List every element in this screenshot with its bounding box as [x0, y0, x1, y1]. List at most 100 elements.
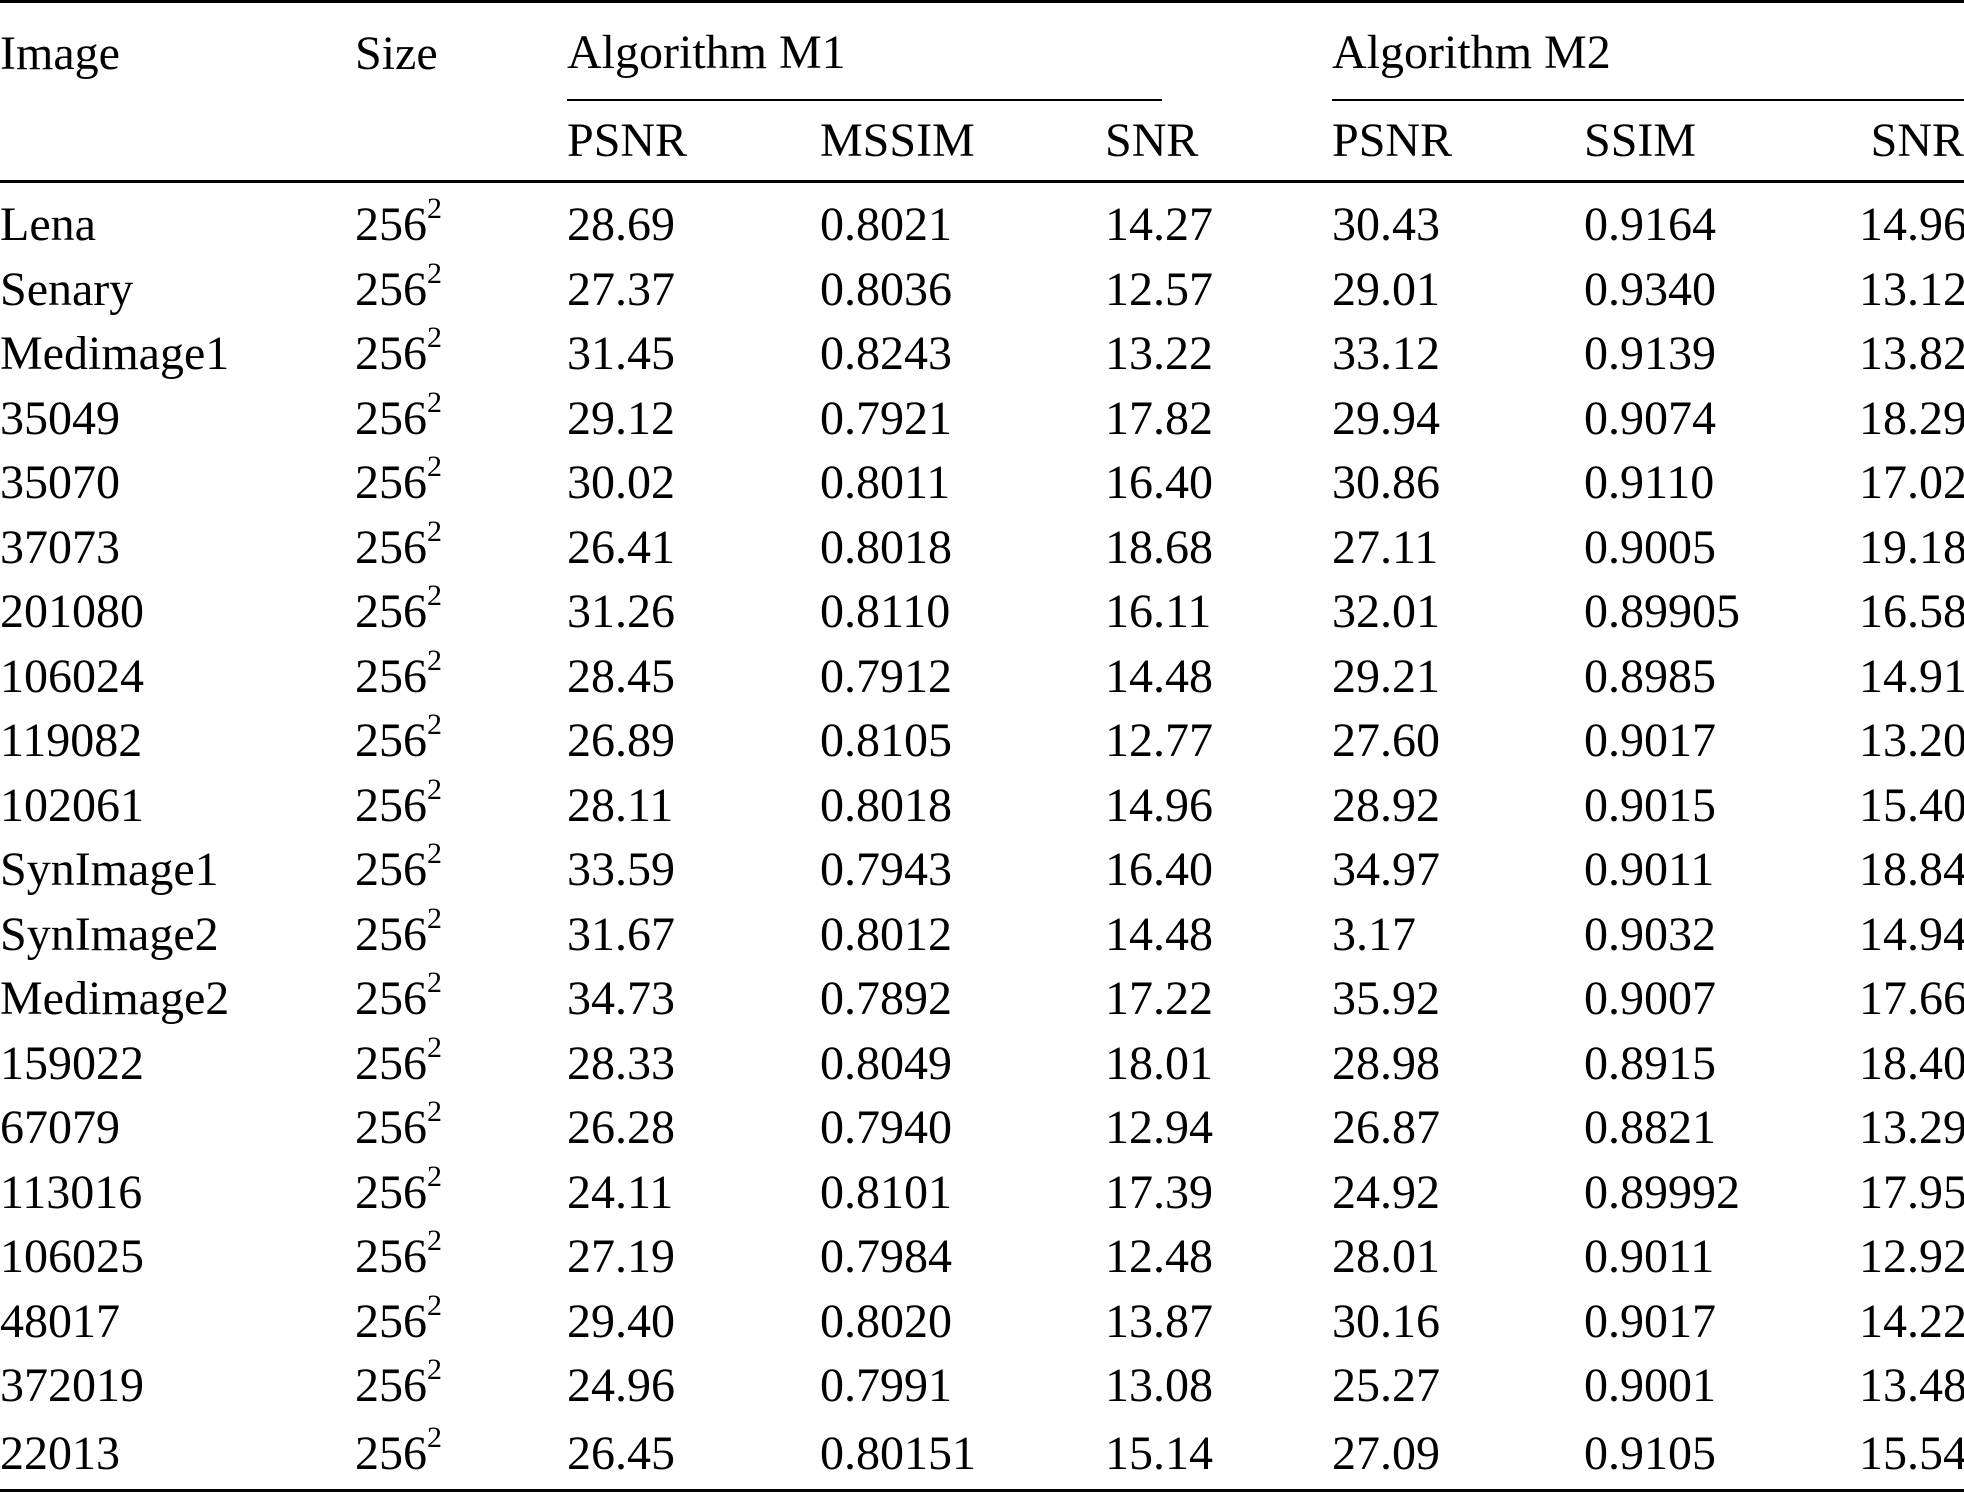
cell-m2-psnr: 29.01: [1332, 262, 1441, 316]
cell-m1-mssim: 0.8101: [820, 1165, 952, 1219]
cell-m1-mssim: 0.8018: [820, 778, 952, 832]
cell-size: 2562: [355, 322, 567, 387]
cell-size: 2562: [355, 1354, 567, 1419]
cell-m1-snr: 17.82: [1105, 391, 1213, 445]
cell-m2-psnr: 29.21: [1332, 649, 1441, 703]
cell-m2-snr: 13.12: [1859, 262, 1964, 316]
size-base: 256: [355, 456, 427, 510]
table-row: 372019 2562 24.96 0.7991 13.08 25.27 0.9001 13.…: [0, 1354, 1964, 1419]
cell-m1-mssim: 0.7984: [820, 1230, 952, 1284]
size-base: 256: [355, 585, 427, 639]
table-row: 37073 2562 26.41 0.8018 18.68 27.11 0.9005 19.1…: [0, 516, 1964, 581]
cell-image: 372019: [0, 1359, 144, 1413]
cell-m1-snr: 18.01: [1105, 1036, 1213, 1090]
cell-size: 2562: [355, 516, 567, 581]
cell-m2-snr: 19.18: [1859, 520, 1964, 574]
size-exponent: 2: [427, 1030, 442, 1064]
column-header-blank: [355, 101, 567, 183]
cell-m2-snr: 14.96: [1859, 198, 1964, 252]
cell-m2-snr: 14.22: [1859, 1294, 1964, 1348]
cell-m1-snr: 14.48: [1105, 649, 1213, 703]
header-row-groups: Image Size Algorithm M1 Algorithm M2: [0, 0, 1964, 101]
size-exponent: 2: [427, 385, 442, 419]
size-base: 256: [355, 262, 427, 316]
size-exponent: 2: [427, 1159, 442, 1193]
column-header-size: Size: [355, 0, 567, 101]
cell-m1-psnr: 26.89: [567, 714, 675, 768]
cell-m1-psnr: 33.59: [567, 843, 675, 897]
size-base: 256: [355, 714, 427, 768]
size-base: 256: [355, 843, 427, 897]
size-base: 256: [355, 1101, 427, 1155]
table-row: 106024 2562 28.45 0.7912 14.48 29.21 0.8985 14.…: [0, 645, 1964, 710]
cell-m1-psnr: 34.73: [567, 972, 675, 1026]
cell-m1-mssim: 0.8110: [820, 585, 951, 639]
cell-m2-psnr: 27.60: [1332, 714, 1441, 768]
cell-image: Medimage1: [0, 327, 230, 381]
size-base: 256: [355, 327, 427, 381]
cell-m2-snr: 13.48: [1859, 1359, 1964, 1413]
cell-m1-psnr: 30.02: [567, 456, 675, 510]
table-row: 35049 2562 29.12 0.7921 17.82 29.94 0.9074 18.2…: [0, 387, 1964, 452]
cell-image: 48017: [0, 1294, 120, 1348]
cell-m2-ssim: 0.9164: [1584, 198, 1717, 252]
table-row: SynImage1 2562 33.59 0.7943 16.40 34.97 0.9011…: [0, 838, 1964, 903]
cell-m1-mssim: 0.8012: [820, 907, 952, 961]
header-row-metrics: PSNR MSSIM SNR PSNR SSIM SNR: [0, 101, 1964, 183]
cell-image: 106025: [0, 1230, 144, 1284]
size-base: 256: [355, 1426, 427, 1480]
cell-m2-snr: 13.82: [1859, 327, 1964, 381]
cell-m2-ssim: 0.9001: [1584, 1359, 1717, 1413]
cell-size: 2562: [355, 903, 567, 968]
size-base: 256: [355, 520, 427, 574]
size-base: 256: [355, 1230, 427, 1284]
cell-m2-ssim: 0.9032: [1584, 907, 1717, 961]
size-exponent: 2: [427, 966, 442, 1000]
cell-size: 2562: [355, 1096, 567, 1161]
size-exponent: 2: [427, 450, 442, 484]
cell-m2-ssim: 0.9011: [1584, 843, 1715, 897]
cell-m1-mssim: 0.8021: [820, 198, 952, 252]
cell-m1-mssim: 0.7940: [820, 1101, 952, 1155]
cell-m1-psnr: 26.41: [567, 520, 675, 574]
table-row: 67079 2562 26.28 0.7940 12.94 26.87 0.8821 13.2…: [0, 1096, 1964, 1161]
cell-m1-psnr: 29.12: [567, 391, 675, 445]
cell-image: Medimage2: [0, 972, 230, 1026]
cell-m1-mssim: 0.8018: [820, 520, 952, 574]
cell-image: 37073: [0, 520, 120, 574]
cell-m2-snr: 13.29: [1859, 1101, 1964, 1155]
cell-m2-snr: 13.20: [1859, 714, 1964, 768]
cell-m1-psnr: 27.37: [567, 262, 675, 316]
cell-size: 2562: [355, 645, 567, 710]
size-base: 256: [355, 1294, 427, 1348]
cell-m1-psnr: 31.26: [567, 585, 675, 639]
cell-size: 2562: [355, 1161, 567, 1226]
cell-image: 106024: [0, 649, 144, 703]
cell-image: Senary: [0, 262, 134, 316]
cell-m1-snr: 15.14: [1105, 1418, 1333, 1492]
cell-image: 67079: [0, 1101, 120, 1155]
column-header-m1-psnr: PSNR: [567, 101, 820, 183]
cell-m1-snr: 13.87: [1105, 1294, 1213, 1348]
cell-m2-psnr: 27.09: [1332, 1418, 1585, 1492]
cell-m1-snr: 12.94: [1105, 1101, 1213, 1155]
cell-m2-psnr: 28.01: [1332, 1230, 1441, 1284]
cell-m2-ssim: 0.9139: [1584, 327, 1717, 381]
cell-m1-psnr: 26.45: [567, 1418, 820, 1492]
table-row: Medimage2 2562 34.73 0.7892 17.22 35.92 0.9007…: [0, 967, 1964, 1032]
cell-m1-psnr: 28.33: [567, 1036, 675, 1090]
column-header-m2-snr: SNR: [1859, 101, 1964, 183]
cell-m1-psnr: 24.11: [567, 1165, 674, 1219]
cell-size: 2562: [355, 182, 567, 258]
cell-m2-snr: 12.92: [1859, 1230, 1964, 1284]
cell-m2-ssim: 0.8985: [1584, 649, 1717, 703]
size-base: 256: [355, 1165, 427, 1219]
cell-m2-snr: 15.40: [1859, 778, 1964, 832]
cell-m1-snr: 16.40: [1105, 456, 1213, 510]
cell-m2-ssim: 0.9011: [1584, 1230, 1715, 1284]
cell-m2-snr: 18.84: [1859, 843, 1964, 897]
cell-m1-psnr: 24.96: [567, 1359, 675, 1413]
cell-image: 22013: [0, 1418, 355, 1492]
cell-m2-psnr: 29.94: [1332, 391, 1441, 445]
